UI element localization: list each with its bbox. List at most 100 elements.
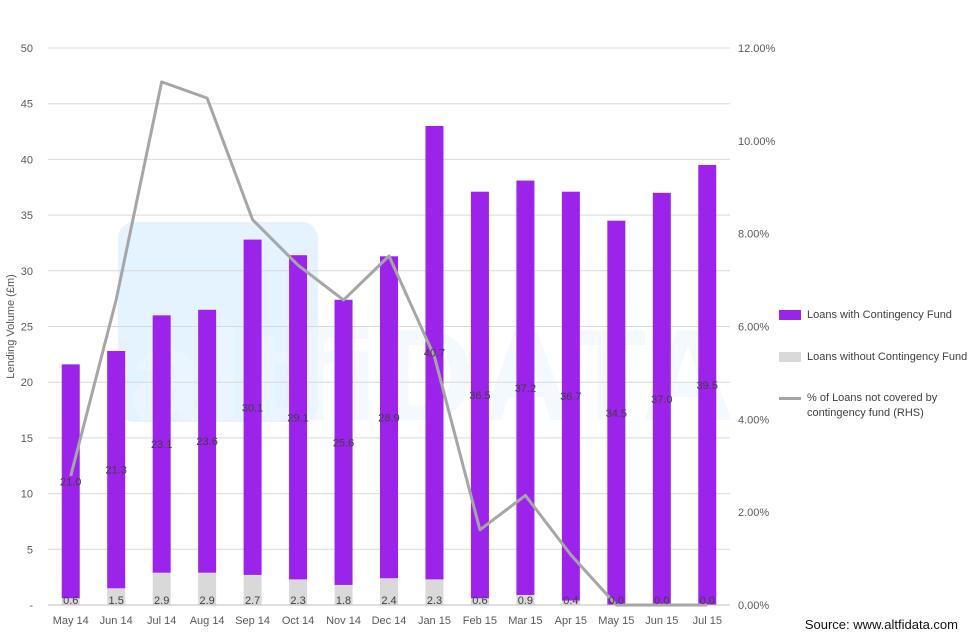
x-tick-label: May 14 <box>53 615 89 627</box>
x-tick-label: Jun 14 <box>100 615 133 627</box>
bar-without-contingency <box>198 572 217 605</box>
data-label-with-contingency: 28.9 <box>378 412 399 424</box>
y-tick-label: - <box>29 600 33 612</box>
legend-swatch <box>779 352 801 362</box>
y-tick-label: 20 <box>21 377 33 389</box>
data-label-with-contingency: 30.1 <box>242 402 263 414</box>
data-label-with-contingency: 21.3 <box>105 465 126 477</box>
data-label-without-contingency: 2.9 <box>199 595 214 607</box>
x-tick-label: Oct 14 <box>282 615 314 627</box>
legend-item-without-contingency: Loans without Contingency Fund <box>779 350 967 365</box>
x-tick-label: Dec 14 <box>372 615 407 627</box>
bar-without-contingency <box>243 574 262 605</box>
data-label-without-contingency: 0.0 <box>700 595 715 607</box>
y2-tick-label: 8.00% <box>738 229 769 241</box>
data-label-with-contingency: 37.2 <box>515 383 536 395</box>
x-tick-label: Aug 14 <box>190 615 225 627</box>
data-label-without-contingency: 2.3 <box>427 595 442 607</box>
y2-tick-label: 10.00% <box>738 136 776 148</box>
y-tick-label: 45 <box>21 99 33 111</box>
bar-with-contingency <box>698 164 717 605</box>
y-tick-label: 25 <box>21 322 33 334</box>
data-label-with-contingency: 23.1 <box>151 439 172 451</box>
bar-without-contingency <box>334 584 353 605</box>
bar-with-contingency <box>516 180 535 595</box>
source-note: Source: www.altfidata.com <box>804 617 958 632</box>
x-tick-label: Jul 14 <box>147 615 176 627</box>
bar-without-contingency <box>561 600 580 605</box>
y-tick-label: 10 <box>21 489 33 501</box>
data-label-without-contingency: 0.0 <box>609 595 624 607</box>
bar-without-contingency <box>380 578 398 605</box>
bar-without-contingency <box>289 579 308 605</box>
data-label-without-contingency: 0.6 <box>472 595 487 607</box>
x-tick-label: Jun 15 <box>645 615 678 627</box>
watermark-logo <box>118 222 318 422</box>
legend-label: % of Loans not covered by contingency fu… <box>807 392 938 419</box>
y2-tick-label: 6.00% <box>738 322 769 334</box>
y-tick-label: 5 <box>27 544 33 556</box>
x-tick-label: May 15 <box>598 615 634 627</box>
data-label-with-contingency: 36.5 <box>469 390 490 402</box>
data-label-with-contingency: 25.6 <box>333 437 354 449</box>
data-label-without-contingency: 0.9 <box>518 595 533 607</box>
data-label-without-contingency: 1.8 <box>336 595 351 607</box>
data-label-with-contingency: 37.0 <box>651 394 672 406</box>
data-label-with-contingency: 23.6 <box>196 436 217 448</box>
data-label-without-contingency: 2.7 <box>245 595 260 607</box>
data-label-with-contingency: 34.5 <box>606 408 627 420</box>
data-label-without-contingency: 0.4 <box>563 595 578 607</box>
y2-tick-label: 12.00% <box>738 43 776 55</box>
bar-with-contingency <box>425 125 444 580</box>
y-tick-label: 35 <box>21 210 33 222</box>
x-tick-label: Jul 15 <box>693 615 722 627</box>
y-tick-label: 15 <box>21 433 33 445</box>
bar-without-contingency <box>425 579 444 605</box>
data-label-without-contingency: 0.6 <box>63 595 78 607</box>
data-label-without-contingency: 2.4 <box>381 595 396 607</box>
y-tick-label: 50 <box>21 43 33 55</box>
legend-swatch <box>779 397 801 400</box>
bar-with-contingency <box>607 220 626 606</box>
data-label-with-contingency: 39.5 <box>697 380 718 392</box>
y-tick-label: 30 <box>21 266 33 278</box>
x-tick-label: Nov 14 <box>326 615 361 627</box>
x-tick-label: Jan 15 <box>418 615 451 627</box>
bar-with-contingency <box>380 256 398 579</box>
bar-without-contingency <box>107 588 126 605</box>
data-label-with-contingency: 29.1 <box>287 412 308 424</box>
bar-with-contingency <box>198 309 217 573</box>
bar-without-contingency <box>516 594 535 605</box>
x-tick-label: Sep 14 <box>235 615 270 627</box>
data-label-without-contingency: 2.9 <box>154 595 169 607</box>
data-label-without-contingency: 1.5 <box>109 595 124 607</box>
bar-with-contingency <box>289 255 308 580</box>
bar-without-contingency <box>152 572 171 605</box>
bar-with-contingency <box>152 315 171 573</box>
data-label-with-contingency: 40.7 <box>424 348 445 360</box>
x-tick-label: Apr 15 <box>555 615 587 627</box>
bar-with-contingency <box>243 239 262 575</box>
x-tick-label: Mar 15 <box>508 615 542 627</box>
legend-item-percent-not-covered: % of Loans not covered by contingency fu… <box>779 391 974 421</box>
legend-label: Loans without Contingency Fund <box>807 351 968 363</box>
y2-tick-label: 2.00% <box>738 507 769 519</box>
line-percent-not-covered <box>69 80 708 607</box>
legend-swatch <box>779 310 801 320</box>
data-label-without-contingency: 2.3 <box>290 595 305 607</box>
y-axis-label: Lending Volume (£m) <box>5 274 17 379</box>
bar-with-contingency <box>470 191 489 599</box>
bar-with-contingency <box>652 192 671 605</box>
y2-tick-label: 0.00% <box>738 600 769 612</box>
y2-tick-label: 4.00% <box>738 414 769 426</box>
bar-with-contingency <box>61 364 80 599</box>
bar-without-contingency <box>61 598 80 605</box>
data-label-without-contingency: 0.0 <box>654 595 669 607</box>
bar-with-contingency <box>107 351 126 589</box>
y-tick-label: 40 <box>21 154 33 166</box>
bar-with-contingency <box>334 299 353 585</box>
bar-without-contingency <box>470 598 489 605</box>
data-label-with-contingency: 36.7 <box>560 391 581 403</box>
